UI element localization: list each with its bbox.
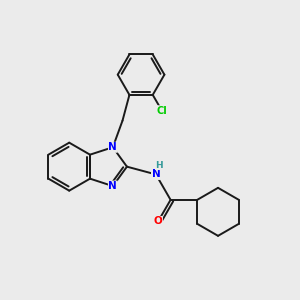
Text: N: N bbox=[109, 142, 117, 152]
Text: N: N bbox=[109, 181, 117, 191]
Text: O: O bbox=[154, 217, 163, 226]
Text: N: N bbox=[152, 169, 160, 179]
Text: Cl: Cl bbox=[157, 106, 167, 116]
Text: H: H bbox=[155, 160, 163, 169]
